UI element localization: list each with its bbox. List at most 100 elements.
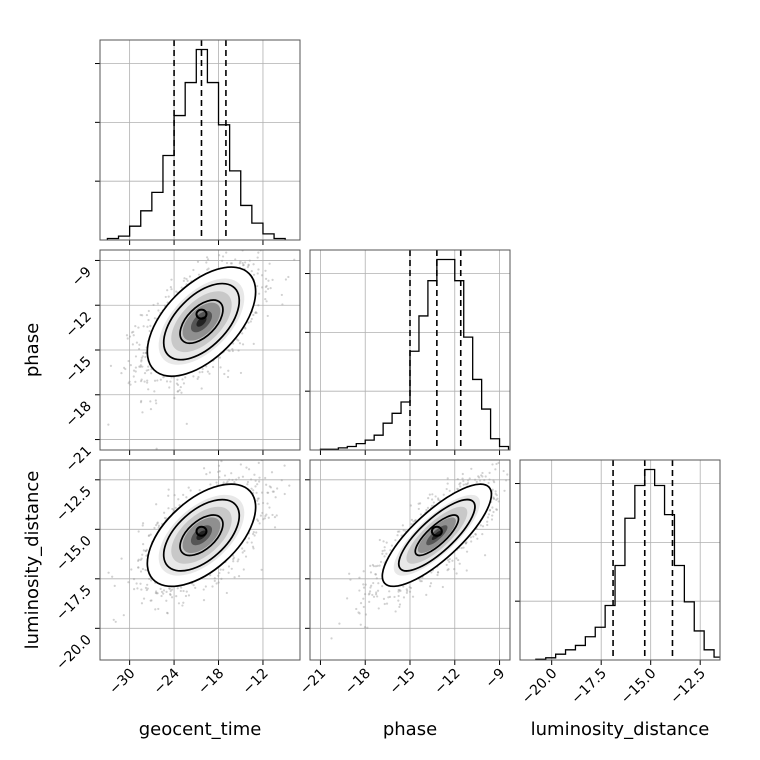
sample-point [197, 376, 200, 379]
sample-point [445, 487, 448, 491]
mode-contour [195, 525, 208, 537]
sample-point [369, 586, 372, 589]
sample-point [376, 564, 379, 567]
sample-point [462, 483, 465, 486]
sample-point [218, 254, 221, 257]
sample-point [178, 504, 181, 507]
sample-point [484, 475, 487, 478]
sample-point [202, 599, 206, 602]
sample-point [242, 264, 245, 267]
sample-point [243, 244, 245, 246]
sample-point [368, 600, 371, 603]
sample-point [166, 612, 169, 615]
sample-point [147, 368, 150, 372]
sample-point [481, 475, 484, 478]
sample-point [230, 567, 233, 570]
panel-frame [99, 39, 301, 241]
sample-point [378, 538, 381, 542]
sample-point [244, 455, 246, 457]
sample-point [464, 541, 467, 545]
sample-point [252, 342, 255, 346]
y-tick-label: −17.5 [53, 582, 95, 624]
sample-point [458, 562, 461, 565]
sample-point [254, 311, 257, 314]
sample-point [134, 366, 138, 369]
sample-point [132, 578, 136, 581]
sample-point [512, 486, 514, 488]
sample-point [502, 469, 505, 473]
sample-point [244, 327, 247, 330]
corner-panels: −20.0 −17.5 −15.0 −12.5−21−18−15−12−9−30 −24… [53, 39, 721, 707]
sample-point [267, 516, 270, 519]
sample-point [268, 506, 271, 509]
sample-point [512, 511, 514, 513]
sample-point [276, 487, 279, 490]
sample-point [431, 493, 434, 496]
sample-point [237, 575, 241, 578]
sample-point [370, 584, 373, 587]
sample-point [366, 626, 369, 629]
sample-point [142, 597, 146, 600]
sample-point [175, 595, 178, 598]
sample-point [510, 500, 512, 502]
sample-point [156, 379, 159, 382]
sample-point [436, 571, 440, 574]
sample-point [253, 534, 256, 537]
sample-point [139, 313, 142, 317]
sample-point [234, 258, 237, 261]
sample-point [408, 590, 412, 593]
sample-point [281, 303, 284, 306]
sample-point [147, 365, 150, 368]
sample-point [162, 376, 165, 379]
sample-point [218, 470, 221, 473]
sample-point [441, 585, 444, 589]
sample-point [394, 610, 397, 613]
sample-point [136, 587, 139, 590]
sample-point [486, 516, 490, 519]
sample-point [425, 508, 428, 512]
y-axis-label-phase: phase [22, 323, 43, 377]
sample-point [266, 314, 269, 318]
sample-point [430, 504, 434, 507]
sample-point [143, 372, 147, 375]
sample-point [138, 343, 141, 346]
sample-point [166, 289, 169, 292]
sample-point [228, 349, 231, 353]
sample-point [230, 472, 233, 475]
sample-point [141, 524, 144, 527]
sample-point [442, 493, 445, 496]
sample-point [147, 318, 150, 322]
sample-point [127, 359, 130, 363]
sample-point [410, 518, 413, 522]
sample-point [211, 365, 215, 369]
sample-point [494, 490, 497, 493]
sample-point [372, 581, 375, 585]
sample-point [242, 568, 245, 571]
sample-point [397, 594, 400, 598]
sample-point [225, 261, 229, 265]
sample-point [257, 251, 260, 254]
sample-point [264, 514, 267, 518]
sample-point [430, 498, 434, 501]
sample-point [258, 480, 261, 483]
y-tick-label: −9 [69, 264, 95, 290]
sample-point [160, 590, 164, 593]
sample-point [141, 567, 145, 571]
sample-point [176, 378, 179, 381]
sample-point [139, 365, 142, 368]
sample-point [182, 601, 185, 604]
sample-point [145, 554, 148, 557]
sample-point [154, 591, 157, 595]
sample-point [146, 381, 149, 384]
sample-point [227, 565, 231, 568]
sample-point [167, 488, 170, 491]
sample-point [492, 497, 495, 500]
sample-point [474, 533, 477, 536]
sample-point [145, 313, 149, 317]
sample-point [183, 277, 186, 280]
sample-point [251, 532, 255, 536]
sample-point [493, 480, 496, 484]
sample-point [458, 483, 461, 486]
sample-point [142, 325, 145, 328]
sample-point [166, 611, 169, 614]
